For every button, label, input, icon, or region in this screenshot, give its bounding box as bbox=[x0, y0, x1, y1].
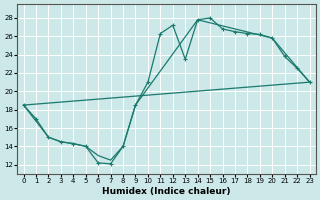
X-axis label: Humidex (Indice chaleur): Humidex (Indice chaleur) bbox=[102, 187, 231, 196]
